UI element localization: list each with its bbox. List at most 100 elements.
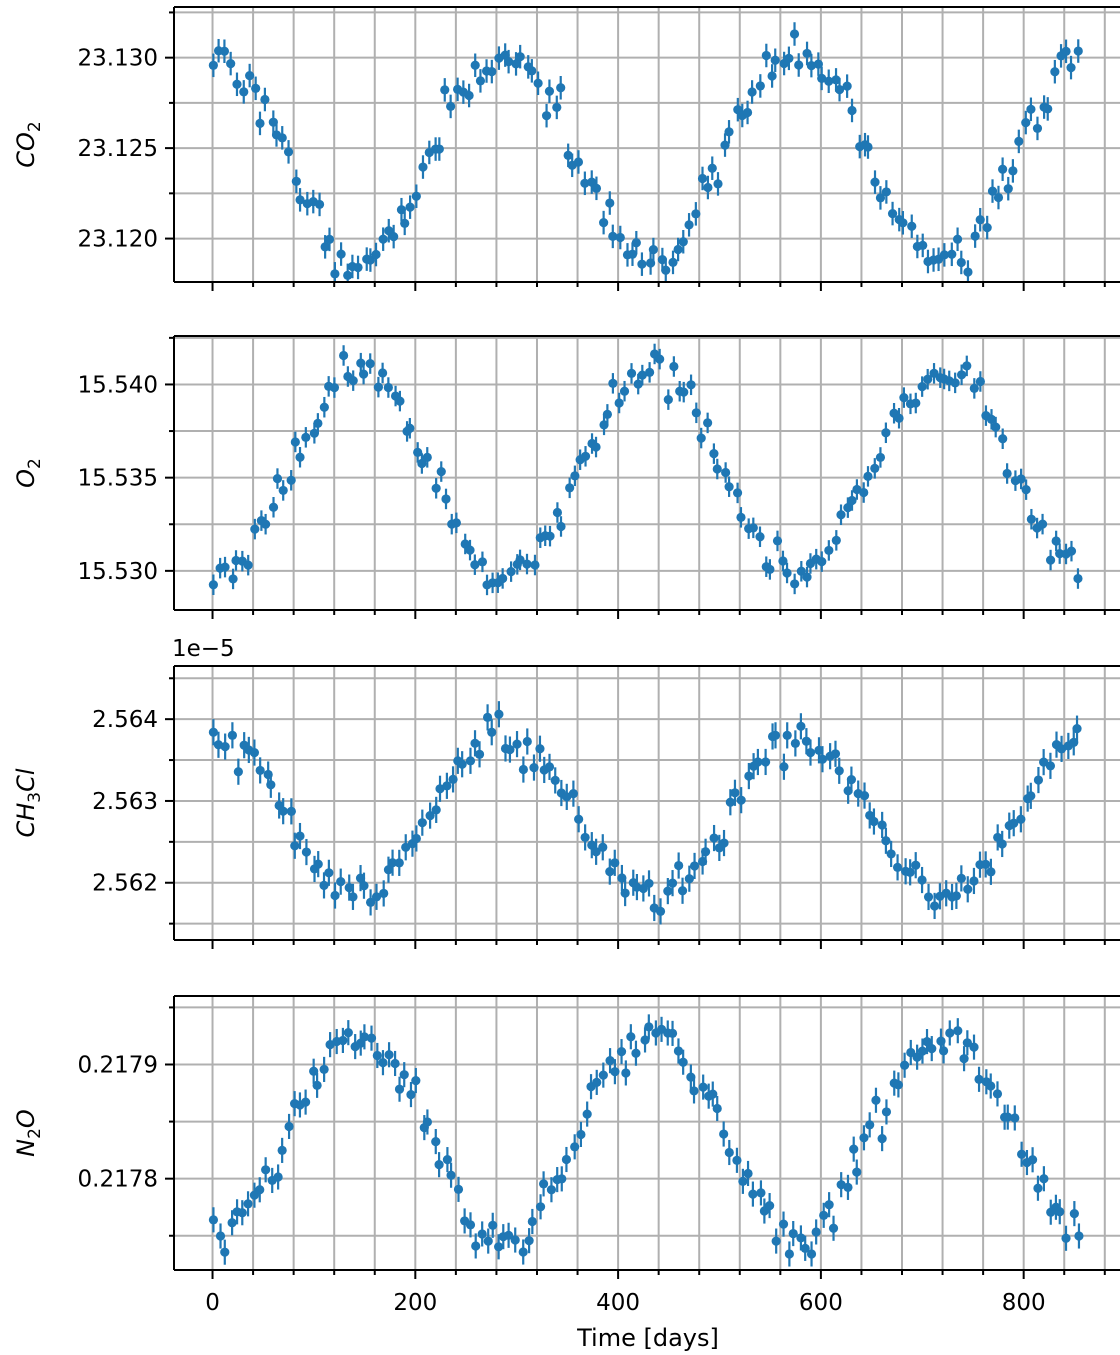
panel-ch3cl: 2.562 2.563 2.564 1e−5 CH3Cl <box>12 636 1120 949</box>
data-point <box>464 90 474 101</box>
data-point <box>713 179 723 189</box>
data-point <box>277 1145 287 1156</box>
data-point <box>434 144 444 154</box>
data-point <box>474 749 485 759</box>
data-point <box>434 1160 444 1170</box>
data-point <box>998 434 1008 444</box>
data-point <box>993 832 1003 843</box>
data-point <box>881 428 891 438</box>
data-point <box>956 370 967 380</box>
data-point <box>411 833 421 844</box>
data-point <box>950 378 960 388</box>
data-point <box>765 564 775 575</box>
data-point <box>986 867 996 877</box>
data-point <box>511 59 521 69</box>
data-point <box>969 1042 979 1052</box>
data-point <box>1045 555 1056 565</box>
data-point <box>1043 104 1053 114</box>
data-point <box>767 71 777 81</box>
data-point <box>498 573 508 584</box>
y-axis-label: O2 <box>12 458 45 488</box>
data-point <box>945 1028 955 1038</box>
data-point <box>778 556 788 566</box>
data-point <box>819 1210 829 1220</box>
data-point <box>451 518 461 528</box>
data-point <box>365 358 375 369</box>
data-point <box>875 452 886 463</box>
data-point <box>817 754 828 764</box>
data-point <box>295 195 305 205</box>
data-point <box>487 727 497 737</box>
data-point <box>366 1033 377 1043</box>
data-point <box>963 267 973 277</box>
data-point <box>1039 757 1049 767</box>
data-point <box>788 1228 798 1239</box>
data-point <box>261 519 271 529</box>
data-point <box>530 560 540 570</box>
data-point <box>524 1236 534 1246</box>
data-point <box>565 483 575 493</box>
data-point <box>309 428 319 438</box>
data-point <box>881 1107 892 1117</box>
data-point <box>627 249 638 259</box>
data-point <box>956 873 966 883</box>
data-point <box>661 265 671 275</box>
data-point <box>228 574 238 584</box>
data-point <box>719 1129 729 1139</box>
y-axis-label: CO2 <box>12 121 45 167</box>
data-point <box>277 133 287 143</box>
grid-co2 <box>174 7 1120 282</box>
data-point <box>962 1038 972 1048</box>
data-point <box>470 60 480 70</box>
data-point <box>348 376 358 386</box>
data-point <box>494 709 504 719</box>
data-point <box>383 382 393 393</box>
data-point <box>527 1216 537 1227</box>
data-point <box>849 1144 859 1154</box>
data-point <box>387 858 398 868</box>
data-point <box>580 178 590 188</box>
data-point <box>674 860 684 871</box>
data-point <box>227 730 237 740</box>
data-point <box>533 78 543 88</box>
data-point <box>208 727 219 737</box>
data-point <box>422 452 432 462</box>
data-point <box>343 270 353 280</box>
data-point <box>389 232 399 242</box>
data-point <box>830 749 841 759</box>
data-point <box>518 1247 528 1257</box>
data-point <box>273 1172 283 1182</box>
data-point <box>477 557 488 567</box>
data-point <box>669 361 679 372</box>
offset-text: 1e−5 <box>172 636 235 662</box>
data-point <box>570 471 580 481</box>
data-point <box>765 1200 775 1211</box>
data-point <box>712 464 722 474</box>
data-point <box>987 186 998 196</box>
data-point <box>738 1176 748 1186</box>
data-point <box>633 379 643 389</box>
data-point <box>703 182 713 193</box>
data-point <box>1066 62 1076 73</box>
data-point <box>598 842 608 852</box>
data-point <box>394 858 404 868</box>
data-point <box>574 814 584 824</box>
y-tick-label: 23.120 <box>78 227 158 253</box>
data-point <box>794 60 804 70</box>
panels: 23.120 23.125 23.130 CO2 15.530 15.535 15.540 O… <box>12 6 1120 1316</box>
data-point <box>440 85 450 95</box>
data-point <box>372 1050 382 1061</box>
data-point <box>286 475 296 485</box>
data-point <box>399 1070 409 1080</box>
data-point <box>724 1147 734 1158</box>
grid-ch3cl <box>174 666 1120 940</box>
data-point <box>573 157 584 167</box>
data-point <box>557 1174 567 1184</box>
data-point <box>219 46 230 56</box>
y-tick-label: 2.562 <box>92 871 158 897</box>
data-point <box>993 192 1004 203</box>
data-point <box>580 832 590 843</box>
data-point <box>619 386 630 396</box>
data-point <box>802 48 812 59</box>
data-point <box>544 86 555 96</box>
